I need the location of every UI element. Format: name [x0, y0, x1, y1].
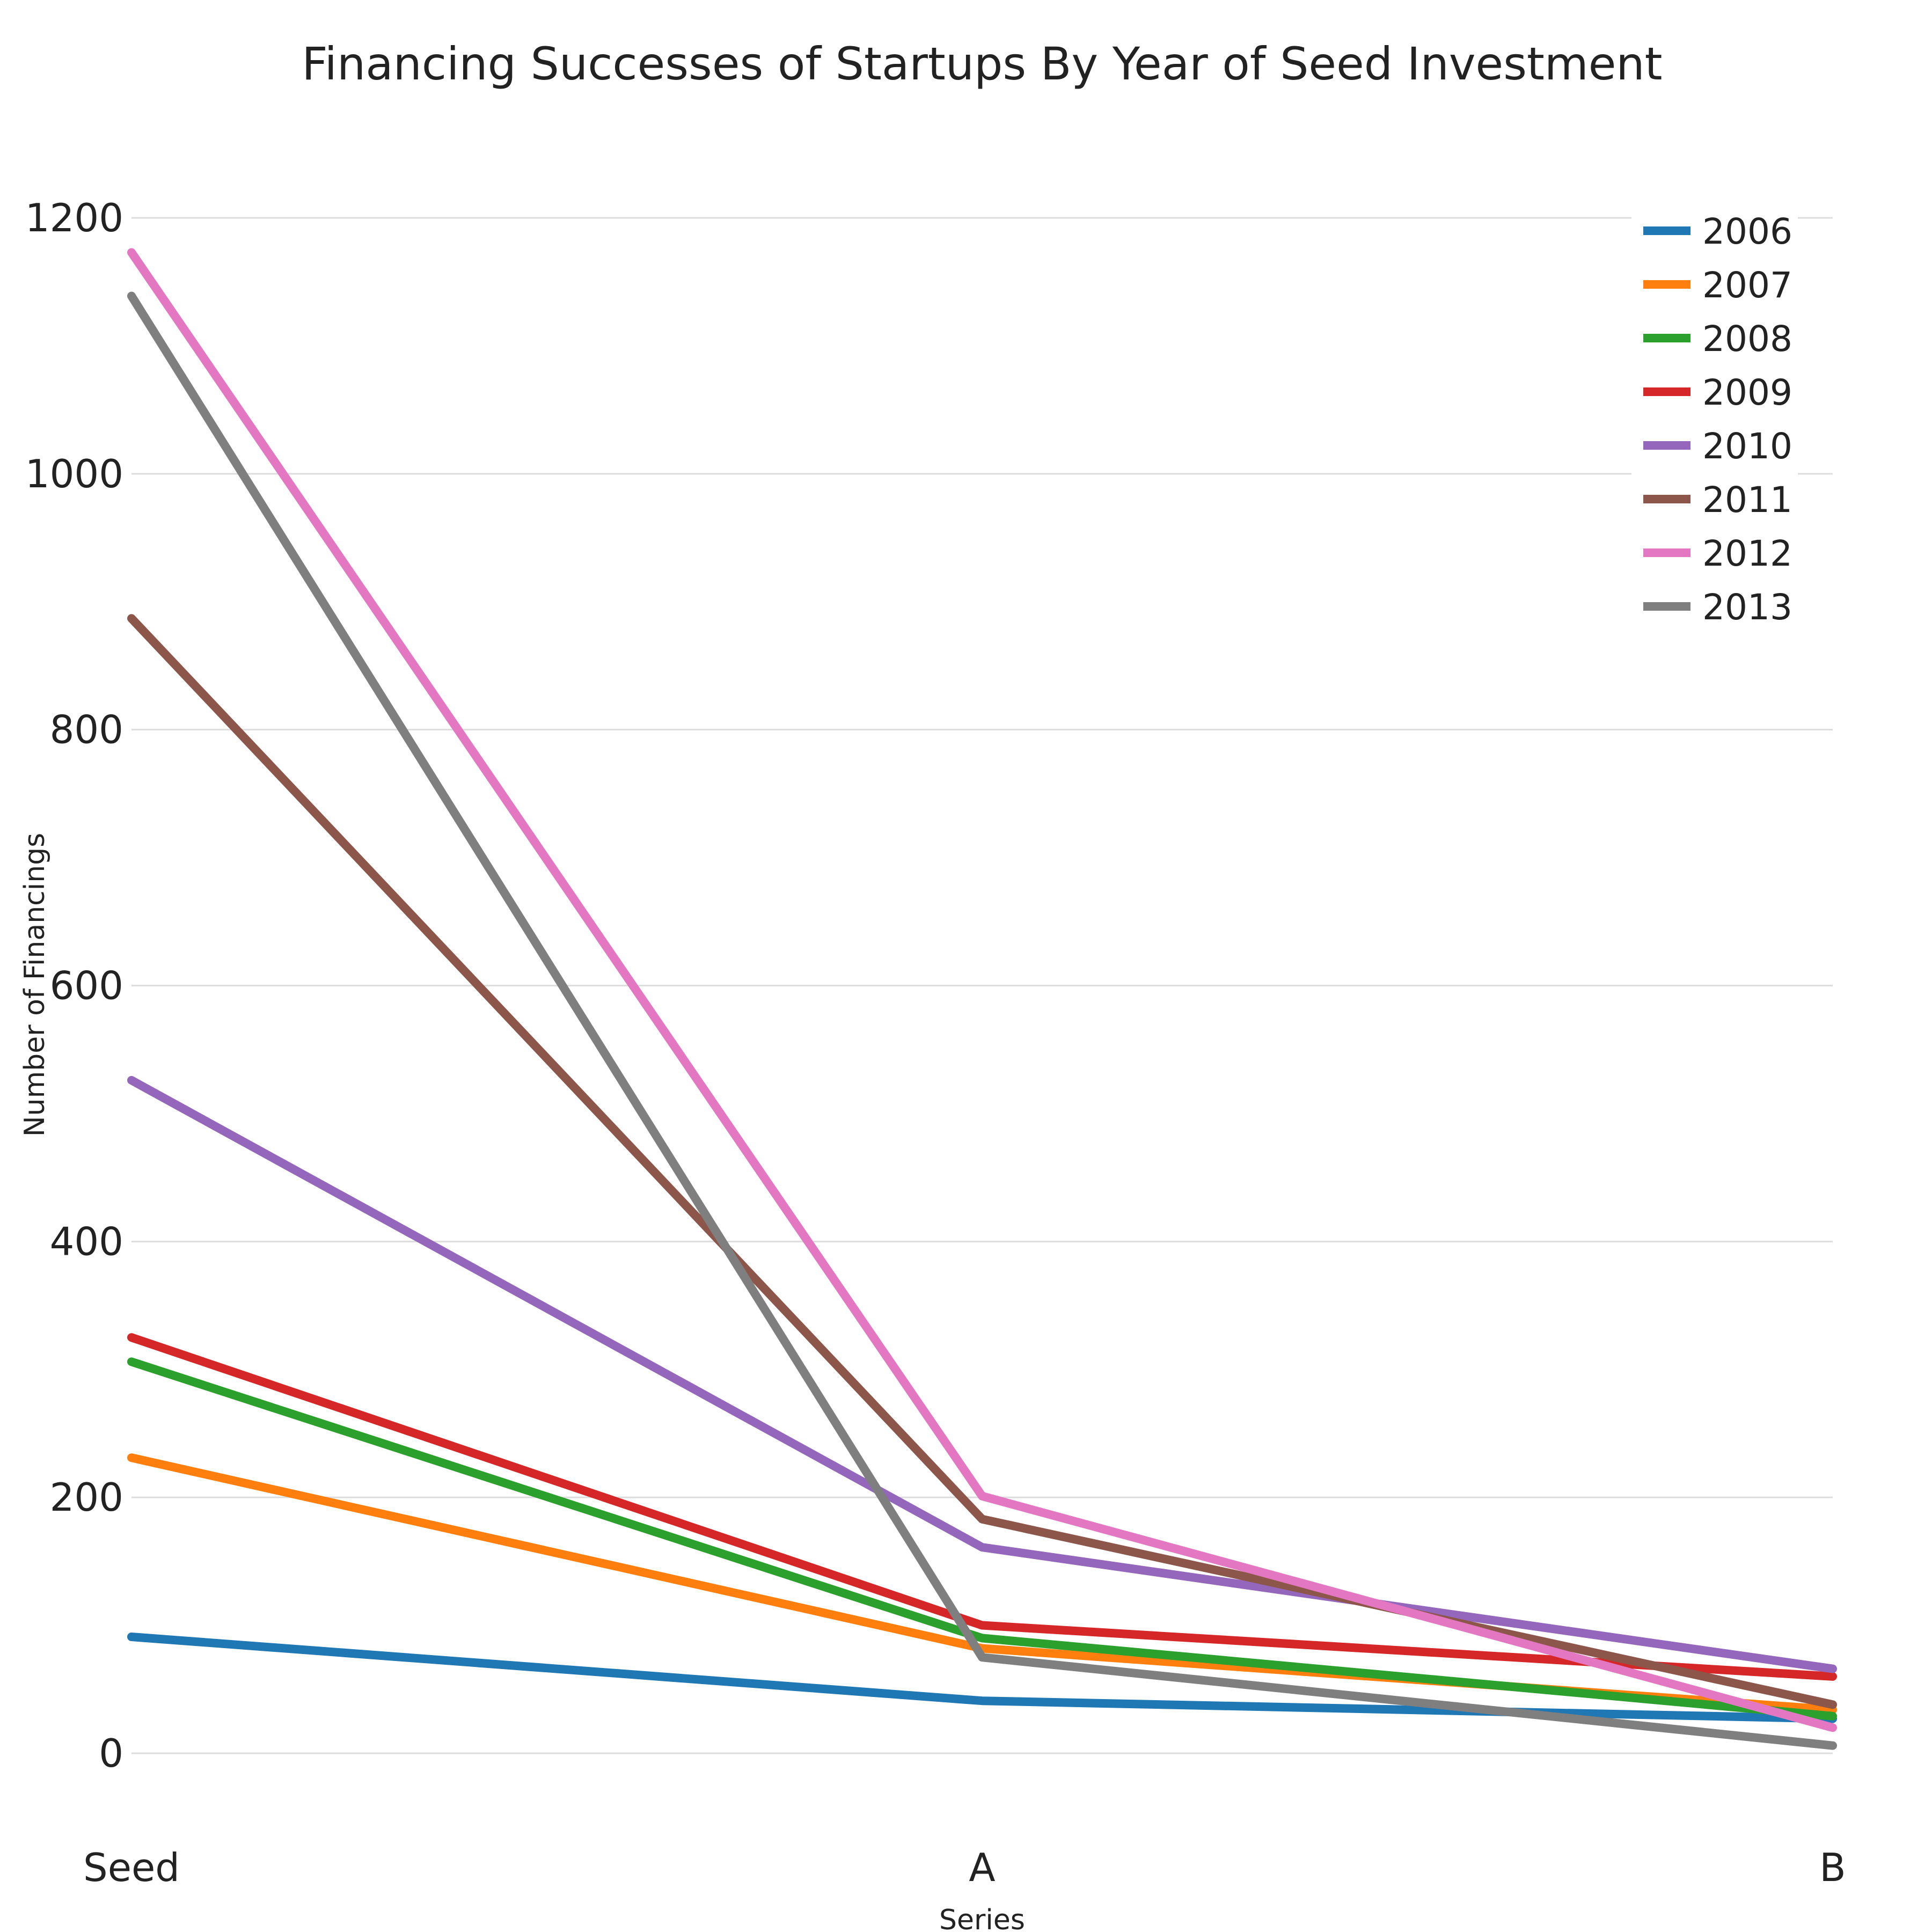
legend[interactable]: 2006 2007 2008 2009 2010 2011 2012 2013 [1631, 201, 1798, 628]
y-tick-label: 200 [50, 1475, 123, 1520]
x-axis-title: Series [939, 1904, 1025, 1932]
y-tick-label: 1000 [25, 451, 123, 496]
legend-item-2008[interactable]: 2008 [1643, 318, 1792, 360]
legend-label: 2010 [1702, 426, 1792, 467]
series-lines [127, 248, 1837, 1750]
y-axis-title: Number of Financings [19, 833, 51, 1137]
legend-label: 2012 [1702, 533, 1792, 574]
series-line-2008[interactable] [127, 1357, 1837, 1721]
x-tick-label: A [969, 1845, 995, 1890]
y-axis-ticks: 0 200 400 600 800 1000 1200 [25, 195, 123, 1776]
y-tick-label: 1200 [25, 195, 123, 240]
legend-item-2010[interactable]: 2010 [1643, 426, 1792, 467]
series-line-2009[interactable] [127, 1333, 1837, 1681]
gridlines [131, 217, 1833, 1754]
x-axis-ticks: Seed A B [83, 1845, 1846, 1890]
legend-label: 2011 [1702, 479, 1792, 521]
x-tick-label: Seed [83, 1845, 180, 1890]
series-line-2013[interactable] [127, 291, 1837, 1750]
y-tick-label: 800 [50, 707, 123, 752]
x-tick-label: B [1819, 1845, 1846, 1890]
series-line-2011[interactable] [127, 614, 1837, 1709]
legend-label: 2006 [1702, 211, 1792, 252]
series-line-2010[interactable] [127, 1075, 1837, 1673]
legend-item-2009[interactable]: 2009 [1643, 372, 1792, 413]
legend-label: 2013 [1702, 587, 1792, 628]
legend-label: 2009 [1702, 372, 1792, 413]
legend-item-2011[interactable]: 2011 [1643, 479, 1792, 521]
legend-label: 2008 [1702, 318, 1792, 360]
legend-item-2007[interactable]: 2007 [1643, 265, 1792, 306]
legend-item-2012[interactable]: 2012 [1643, 533, 1792, 574]
y-tick-label: 400 [50, 1219, 123, 1264]
chart-title: Financing Successes of Startups By Year … [302, 38, 1662, 90]
legend-label: 2007 [1702, 265, 1792, 306]
legend-item-2013[interactable]: 2013 [1643, 587, 1792, 628]
y-tick-label: 600 [50, 963, 123, 1008]
series-line-2012[interactable] [127, 248, 1837, 1732]
legend-item-2006[interactable]: 2006 [1643, 211, 1792, 252]
y-tick-label: 0 [99, 1731, 123, 1776]
